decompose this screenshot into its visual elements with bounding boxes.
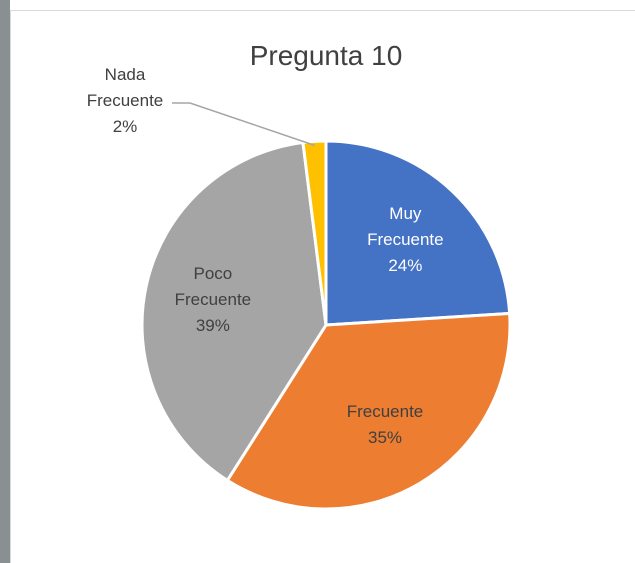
data-label-value: 24%	[357, 253, 453, 279]
data-label-value: 35%	[337, 425, 433, 451]
data-label-value: 2%	[77, 114, 173, 140]
data-label-value: 39%	[165, 313, 261, 339]
chart-area: Pregunta 10 Muy Frecuente24% Frecuente35%…	[0, 0, 635, 563]
leader-line	[172, 103, 315, 145]
data-label-category: Poco Frecuente	[165, 261, 261, 313]
data-label-category: Nada Frecuente	[77, 62, 173, 114]
data-label-category: Muy Frecuente	[357, 201, 453, 253]
chart-title: Pregunta 10	[250, 40, 403, 72]
data-label-category: Frecuente	[337, 399, 433, 425]
background-photo-strip	[0, 0, 10, 563]
